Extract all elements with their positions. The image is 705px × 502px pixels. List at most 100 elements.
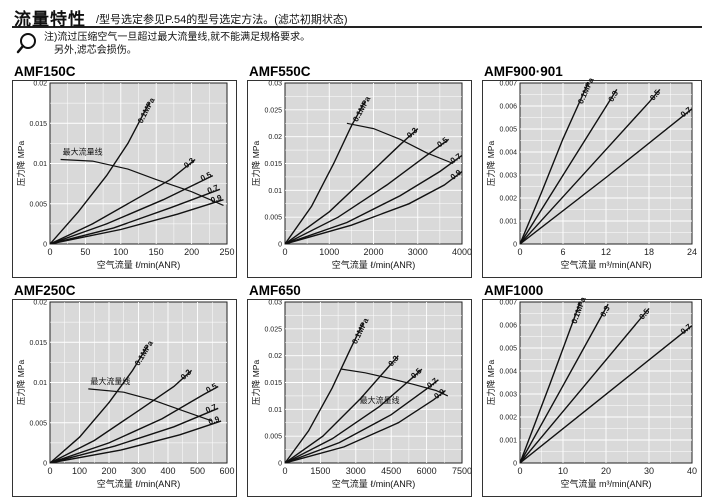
series-line-0-1mpa	[50, 102, 150, 244]
x-tick-label: 2000	[363, 247, 383, 257]
chart-title: AMF250C	[14, 283, 76, 298]
y-tick-label: 0.015	[29, 340, 47, 347]
chart-svg: AMF150C 0 50 100 150 200 250 0 0.005 0.01 0.015 0.0…	[12, 64, 237, 278]
x-tick-label: 0	[47, 247, 52, 257]
y-tick-label: 0.02	[33, 300, 47, 307]
x-axis-label: 空气流量 m³/min(ANR)	[561, 478, 652, 489]
y-tick-label: 0	[43, 242, 47, 249]
series-line-0-1mpa	[520, 83, 589, 244]
x-tick-label: 6000	[417, 466, 437, 476]
grid	[285, 83, 462, 244]
y-tick-label: 0.005	[264, 215, 282, 222]
y-axis-label: 压力降 MPa	[251, 360, 261, 406]
y-tick-label: 0	[43, 461, 47, 468]
x-tick-label: 3000	[408, 247, 428, 257]
section-header: 流量特性 /型号选定参见P.54的型号选定方法。(滤芯初期状态)	[12, 4, 702, 29]
y-axis-label: 压力降 MPa	[486, 360, 496, 406]
series-line-0-7	[285, 154, 462, 244]
x-tick-label: 3000	[346, 466, 366, 476]
x-tick-label: 600	[219, 466, 234, 476]
y-tick-label: 0.005	[29, 420, 47, 427]
y-tick-label: 0.03	[268, 81, 282, 88]
y-tick-label: 0.02	[268, 353, 282, 360]
x-tick-label: 18	[644, 247, 654, 257]
y-tick-label: 0.006	[499, 104, 517, 111]
x-tick-label: 50	[80, 247, 90, 257]
series-line-0-5	[520, 88, 661, 244]
x-tick-label: 400	[160, 466, 175, 476]
max-flow-line	[341, 368, 449, 397]
x-tick-label: 7500	[452, 466, 472, 476]
series-line-0-9	[50, 420, 222, 463]
x-tick-label: 100	[72, 466, 87, 476]
chart-title: AMF650	[249, 283, 301, 298]
x-tick-label: 4000	[452, 247, 472, 257]
chart-svg: AMF1000 0 10 20 30 40 0 0.001 0.002 0.003 0.004 0.0…	[482, 283, 702, 497]
max-flow-label: 最大流量线	[90, 376, 130, 386]
x-tick-label: 0	[47, 466, 52, 476]
y-tick-label: 0.01	[268, 407, 282, 414]
y-tick-label: 0.007	[499, 81, 517, 88]
y-tick-label: 0.004	[499, 369, 517, 376]
y-tick-label: 0.015	[264, 380, 282, 387]
series-line-0-5	[520, 307, 650, 463]
x-tick-label: 20	[601, 466, 611, 476]
chart-amf1000: AMF1000 0 10 20 30 40 0 0.001 0.002 0.003 0.004 0.0…	[482, 282, 702, 497]
y-axis-label: 压力降 MPa	[486, 141, 496, 187]
y-tick-label: 0.03	[268, 300, 282, 307]
series-line-0-5	[50, 174, 214, 244]
x-tick-label: 100	[113, 247, 128, 257]
y-tick-label: 0.003	[499, 173, 517, 180]
section-title: 流量特性	[14, 10, 86, 29]
y-tick-label: 0.01	[33, 380, 47, 387]
y-tick-label: 0.01	[268, 188, 282, 195]
y-tick-label: 0	[513, 242, 517, 249]
y-tick-label: 0.006	[499, 323, 517, 330]
chart-svg: AMF650 0 1500 3000 4500 6000 7500 0 0.005 0.01 0.0…	[247, 283, 472, 497]
series-line-0-3	[50, 369, 193, 463]
series-line-0-1mpa	[285, 101, 366, 244]
x-tick-label: 4500	[381, 466, 401, 476]
y-tick-label: 0.003	[499, 392, 517, 399]
magnifier-icon	[16, 33, 36, 54]
max-flow-line	[60, 158, 224, 206]
series-line-0-3	[520, 303, 609, 463]
x-tick-label: 150	[149, 247, 164, 257]
y-tick-label: 0.002	[499, 415, 517, 422]
y-tick-label: 0.02	[268, 134, 282, 141]
y-tick-label: 0	[513, 461, 517, 468]
x-tick-label: 40	[687, 466, 697, 476]
series-label: 0.9	[210, 193, 224, 205]
y-tick-label: 0.004	[499, 150, 517, 157]
x-tick-label: 10	[558, 466, 568, 476]
series-line-0-3	[285, 355, 399, 463]
y-tick-label: 0	[278, 242, 282, 249]
series-label: 0.7	[206, 183, 220, 196]
y-axis-label: 压力降 MPa	[16, 360, 26, 406]
y-tick-label: 0.02	[33, 81, 47, 88]
series-line-0-9	[285, 389, 446, 463]
chart-title: AMF150C	[14, 64, 76, 79]
y-tick-label: 0.025	[264, 326, 282, 333]
series-line-0-5	[50, 385, 219, 463]
chart-title: AMF550C	[249, 64, 311, 79]
chart-title: AMF900·901	[484, 64, 563, 79]
y-tick-label: 0.015	[264, 161, 282, 168]
series-line-0-1mpa	[50, 345, 148, 463]
y-tick-label: 0.005	[499, 127, 517, 134]
x-tick-label: 200	[184, 247, 199, 257]
chart-amf150c: AMF150C 0 50 100 150 200 250 0 0.005 0.01 0.015 0.0…	[12, 63, 237, 278]
x-tick-label: 0	[282, 466, 287, 476]
series-line-0-7	[520, 325, 692, 463]
y-tick-label: 0.001	[499, 219, 517, 226]
x-tick-label: 300	[131, 466, 146, 476]
series-line-0-7	[285, 379, 439, 463]
series-label: 0.7	[204, 402, 218, 415]
x-axis-label: 空气流量 m³/min(ANR)	[561, 259, 652, 270]
x-tick-label: 30	[644, 466, 654, 476]
series-line-0-7	[50, 407, 219, 463]
max-flow-label: 最大流量线	[360, 395, 400, 405]
series-line-0-9	[285, 170, 462, 244]
series-line-0-3	[285, 128, 419, 244]
max-flow-label: 最大流量线	[63, 146, 103, 156]
